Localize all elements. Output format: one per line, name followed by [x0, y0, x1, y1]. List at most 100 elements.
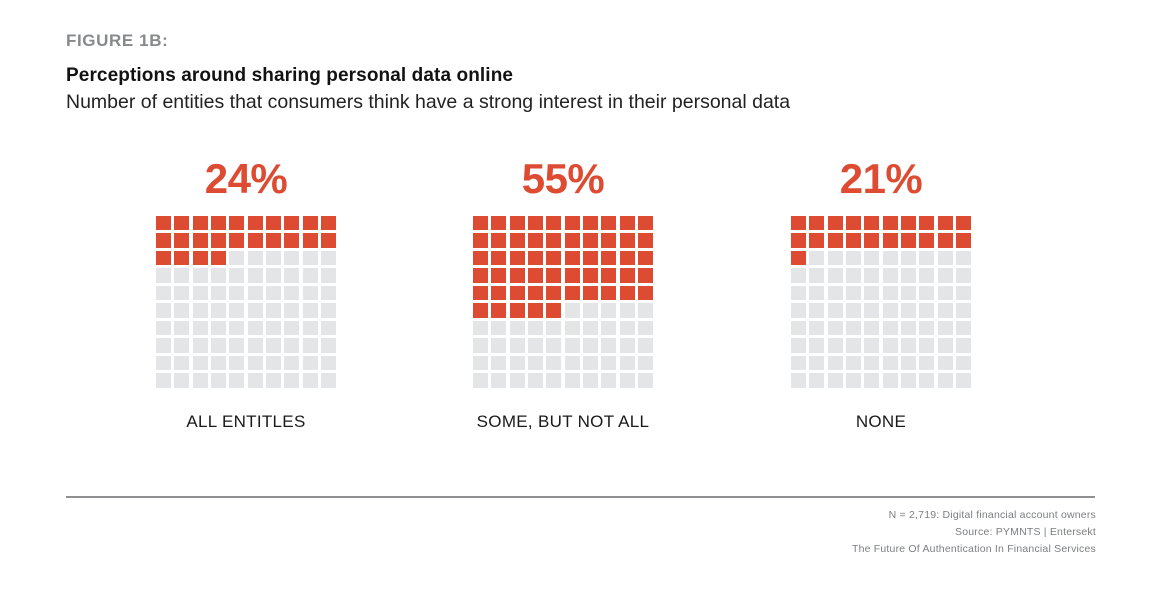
waffle-cell: [582, 250, 598, 266]
waffle-cell: [564, 373, 580, 388]
waffle-cell: [882, 320, 898, 336]
waffle-cell: [564, 268, 580, 283]
waffle-cell: [247, 338, 263, 353]
waffle-cell: [509, 216, 525, 231]
waffle-cell: [192, 373, 208, 388]
waffle-cell: [637, 373, 653, 388]
waffle-cell: [302, 268, 318, 283]
waffle-cell: [320, 355, 336, 371]
waffle-cell: [637, 355, 653, 371]
waffle-cell: [491, 320, 507, 336]
waffle-cell: [791, 216, 807, 231]
waffle-cell: [900, 233, 916, 248]
waffle-cell: [937, 355, 953, 371]
waffle-cell: [320, 268, 336, 283]
waffle-cell: [955, 355, 971, 371]
waffle-cell: [247, 268, 263, 283]
waffle-cell: [937, 303, 953, 318]
waffle-grid: [473, 216, 653, 388]
waffle-cell: [509, 233, 525, 248]
waffle-cell: [320, 373, 336, 388]
waffle-cell: [637, 320, 653, 336]
waffle-cell: [174, 355, 190, 371]
waffle-cell: [192, 268, 208, 283]
waffle-cell: [564, 320, 580, 336]
waffle-cell: [809, 233, 825, 248]
waffle-cell: [846, 285, 862, 301]
waffle-cell: [509, 355, 525, 371]
waffle-cell: [582, 320, 598, 336]
waffle-cell: [528, 338, 544, 353]
waffle-cell: [791, 250, 807, 266]
waffle-cell: [827, 355, 843, 371]
waffle-cell: [284, 233, 300, 248]
waffle-cell: [302, 250, 318, 266]
waffle-cell: [582, 303, 598, 318]
waffle-cell: [846, 216, 862, 231]
waffle-cell: [791, 233, 807, 248]
waffle-cell: [302, 216, 318, 231]
waffle-cell: [265, 320, 281, 336]
waffle-cell: [619, 233, 635, 248]
waffle-cell: [491, 373, 507, 388]
waffle-cell: [955, 338, 971, 353]
waffle-cell: [582, 355, 598, 371]
waffle-cell: [491, 338, 507, 353]
waffle-cell: [601, 338, 617, 353]
waffle-cell: [174, 338, 190, 353]
waffle-cell: [791, 268, 807, 283]
waffle-cell: [284, 268, 300, 283]
waffle-cell: [192, 355, 208, 371]
waffle-cell: [791, 338, 807, 353]
waffle-cell: [192, 320, 208, 336]
waffle-cell: [229, 373, 245, 388]
waffle-cell: [473, 216, 489, 231]
waffle-cell: [174, 268, 190, 283]
waffle-cell: [546, 303, 562, 318]
waffle-cell: [846, 355, 862, 371]
value-label: 24%: [204, 155, 288, 202]
waffle-cell: [284, 250, 300, 266]
waffle-cell: [601, 268, 617, 283]
waffle-cell: [473, 338, 489, 353]
waffle-cell: [955, 268, 971, 283]
waffle-cell: [827, 320, 843, 336]
chart-title: Perceptions around sharing personal data…: [66, 65, 514, 86]
waffle-cell: [864, 338, 880, 353]
waffle-cell: [265, 355, 281, 371]
waffle-cell: [509, 250, 525, 266]
waffle-cell: [637, 216, 653, 231]
waffle-cell: [937, 268, 953, 283]
waffle-cell: [809, 355, 825, 371]
waffle-cell: [900, 303, 916, 318]
waffle-cell: [528, 216, 544, 231]
waffle-cell: [582, 268, 598, 283]
waffle-cell: [491, 268, 507, 283]
waffle-cell: [846, 268, 862, 283]
waffle-column-none: 21% NONE: [790, 158, 972, 432]
waffle-cell: [473, 355, 489, 371]
waffle-column-some-but-not-all: 55% SOME, BUT NOT ALL: [472, 158, 654, 432]
waffle-cell: [509, 373, 525, 388]
waffle-cell: [265, 285, 281, 301]
waffle-cell: [619, 303, 635, 318]
waffle-cell: [637, 303, 653, 318]
waffle-cell: [229, 216, 245, 231]
waffle-cell: [247, 355, 263, 371]
waffle-cell: [637, 250, 653, 266]
waffle-cell: [601, 250, 617, 266]
waffle-cell: [846, 320, 862, 336]
waffle-cell: [174, 303, 190, 318]
waffle-cell: [846, 250, 862, 266]
waffle-cell: [192, 285, 208, 301]
waffle-cell: [619, 285, 635, 301]
waffle-cell: [174, 216, 190, 231]
waffle-cell: [174, 373, 190, 388]
waffle-cell: [211, 216, 227, 231]
waffle-cell: [882, 216, 898, 231]
waffle-cell: [284, 303, 300, 318]
waffle-cell: [284, 373, 300, 388]
waffle-cell: [827, 373, 843, 388]
waffle-cell: [528, 320, 544, 336]
waffle-cell: [900, 216, 916, 231]
